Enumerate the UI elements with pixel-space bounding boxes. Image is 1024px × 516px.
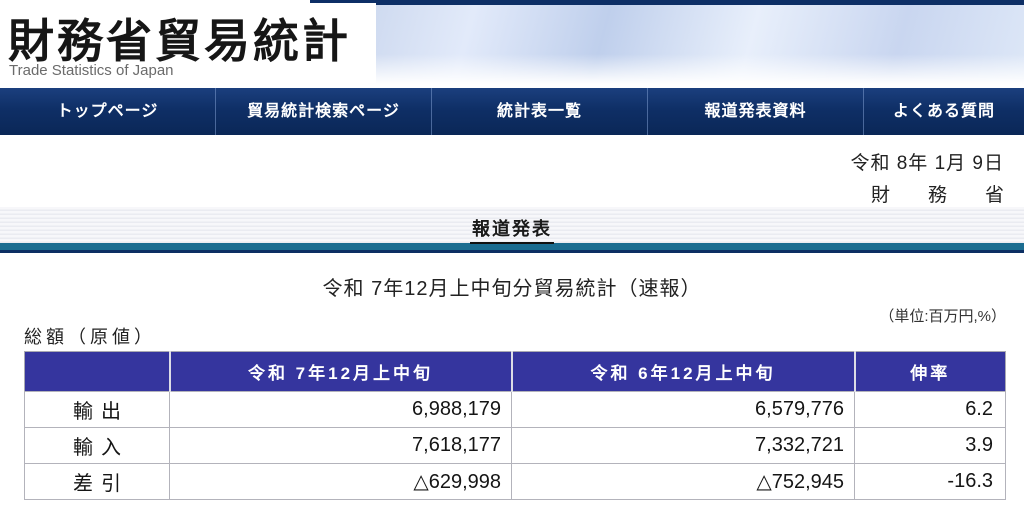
table-row-exports: 輸出 6,988,179 6,579,776 6.2 bbox=[24, 391, 1006, 428]
row-label-balance: 差引 bbox=[24, 463, 170, 500]
site-title[interactable]: 財務省貿易統計 bbox=[8, 15, 351, 67]
ministry-name: 財 務 省 bbox=[870, 185, 1004, 206]
divider-bar-navy bbox=[0, 250, 1024, 253]
exports-current-value: 6,988,179 bbox=[169, 391, 512, 428]
exports-previous-value: 6,579,776 bbox=[511, 391, 855, 428]
col-header-blank bbox=[24, 351, 170, 392]
row-label-exports: 輸出 bbox=[24, 391, 170, 428]
divider-bar-teal bbox=[0, 243, 1024, 250]
nav-item-search-page[interactable]: 貿易統計検索ページ bbox=[216, 88, 432, 135]
trade-statistics-table: 令和 7年12月上中旬 令和 6年12月上中旬 伸率 輸出 6,988,179 … bbox=[24, 351, 1006, 500]
header-banner-fade bbox=[368, 54, 1024, 84]
unit-note: （単位:百万円,%） bbox=[879, 308, 1006, 325]
press-release-heading: 報道発表 bbox=[470, 215, 554, 244]
col-header-previous-period: 令和 6年12月上中旬 bbox=[510, 351, 855, 392]
nav-item-press-releases[interactable]: 報道発表資料 bbox=[648, 88, 864, 135]
balance-current-value: △629,998 bbox=[169, 463, 512, 500]
imports-growth-rate: 3.9 bbox=[854, 427, 1006, 464]
col-header-growth-rate: 伸率 bbox=[853, 351, 1006, 392]
imports-current-value: 7,618,177 bbox=[169, 427, 512, 464]
header-title-box: 財務省貿易統計 Trade Statistics of Japan bbox=[0, 3, 376, 83]
col-header-current-period: 令和 7年12月上中旬 bbox=[168, 351, 512, 392]
table-row-balance: 差引 △629,998 △752,945 -16.3 bbox=[24, 463, 1006, 500]
imports-previous-value: 7,332,721 bbox=[511, 427, 855, 464]
row-label-imports: 輸入 bbox=[24, 427, 170, 464]
main-nav: トップページ 貿易統計検索ページ 統計表一覧 報道発表資料 よくある質問 bbox=[0, 88, 1024, 135]
balance-growth-rate: -16.3 bbox=[854, 463, 1006, 500]
table-row-imports: 輸入 7,618,177 7,332,721 3.9 bbox=[24, 427, 1006, 464]
header-top-line bbox=[310, 0, 1024, 5]
report-title: 令和 7年12月上中旬分貿易統計（速報） bbox=[322, 278, 702, 300]
nav-item-top-page[interactable]: トップページ bbox=[0, 88, 216, 135]
balance-previous-value: △752,945 bbox=[511, 463, 855, 500]
site-subtitle: Trade Statistics of Japan bbox=[9, 62, 174, 79]
nav-item-faq[interactable]: よくある質問 bbox=[892, 103, 995, 120]
nav-item-statistics-list[interactable]: 統計表一覧 bbox=[432, 88, 648, 135]
exports-growth-rate: 6.2 bbox=[854, 391, 1006, 428]
date-block: 令和 8年 1月 9日 財 務 省 bbox=[0, 135, 1024, 207]
table-caption: 総額（原値） bbox=[24, 327, 156, 347]
caption-row: 総額（原値） （単位:百万円,%） bbox=[0, 301, 1024, 351]
release-date: 令和 8年 1月 9日 bbox=[850, 153, 1004, 174]
site-header: 財務省貿易統計 Trade Statistics of Japan bbox=[0, 0, 1024, 86]
press-release-band: 報道発表 bbox=[0, 207, 1024, 244]
table-header-row: 令和 7年12月上中旬 令和 6年12月上中旬 伸率 bbox=[24, 351, 1006, 392]
